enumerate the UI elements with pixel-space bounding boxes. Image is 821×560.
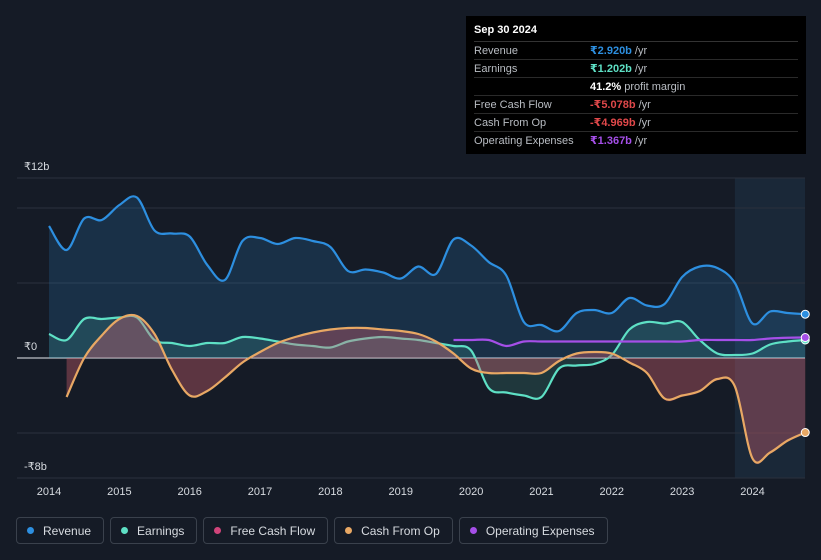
tooltip-unit: /yr — [634, 45, 648, 57]
legend-item-free-cash-flow[interactable]: Free Cash Flow — [203, 517, 329, 544]
x-tick-label: 2015 — [107, 486, 131, 498]
tooltip-row: Free Cash Flow -₹5.078b/yr — [474, 97, 798, 114]
legend-label: Revenue — [43, 523, 92, 538]
tooltip-label — [474, 79, 590, 95]
legend-item-revenue[interactable]: Revenue — [16, 517, 105, 544]
tooltip-label: Revenue — [474, 45, 519, 57]
x-tick-label: 2017 — [248, 486, 272, 498]
x-tick-label: 2016 — [177, 486, 201, 498]
x-tick-label: 2022 — [600, 486, 624, 498]
legend-label: Earnings — [137, 523, 185, 538]
x-tick-label: 2020 — [459, 486, 483, 498]
legend-item-cash-from-op[interactable]: Cash From Op — [334, 517, 453, 544]
tooltip-row: 41.2% profit margin — [474, 79, 798, 96]
cash-from-op-endpoint — [800, 428, 810, 438]
cash-from-op-line — [65, 313, 806, 464]
x-tick-label: 2018 — [318, 486, 342, 498]
tooltip-date: Sep 30 2024 — [474, 24, 798, 42]
x-tick-label: 2014 — [37, 486, 61, 498]
tooltip-unit: /yr — [634, 135, 648, 147]
y-tick-label: ₹12b — [24, 161, 50, 173]
x-tick-label: 2023 — [670, 486, 694, 498]
tooltip-panel: Sep 30 2024 Revenue ₹2.920b/yr Earnings ₹1.… — [466, 16, 806, 154]
x-tick-label: 2019 — [389, 486, 413, 498]
operating-expenses-line — [453, 336, 806, 348]
tooltip-label: Free Cash Flow — [474, 99, 552, 111]
legend-label: Cash From Op — [361, 523, 440, 538]
x-tick-label: 2024 — [740, 486, 764, 498]
legend-item-earnings[interactable]: Earnings — [110, 517, 198, 544]
legend-dot-icon — [27, 527, 34, 534]
operating-expenses-endpoint — [800, 332, 810, 342]
forecast-region — [734, 178, 805, 478]
legend-dot-icon — [345, 527, 353, 534]
earnings-area — [49, 315, 806, 399]
revenue-line — [48, 195, 806, 333]
tooltip-value: ₹1.202b — [590, 63, 632, 75]
legend: Revenue Earnings Free Cash Flow Cash From O… — [16, 517, 608, 544]
tooltip-label: Cash From Op — [474, 117, 547, 129]
tooltip-value: 41.2% — [590, 81, 622, 93]
tooltip-value: -₹4.969b — [590, 117, 636, 129]
tooltip-unit: /yr — [638, 117, 651, 129]
tooltip-label: Earnings — [474, 63, 518, 75]
tooltip-label: Operating Expenses — [474, 135, 574, 147]
tooltip-value: -₹5.078b — [590, 99, 636, 111]
revenue-endpoint — [800, 309, 810, 319]
tooltip-row: Earnings ₹1.202b/yr — [474, 61, 798, 78]
earnings-line — [48, 314, 806, 400]
tooltip-row: Operating Expenses ₹1.367b/yr — [474, 133, 798, 149]
tooltip-row: Revenue ₹2.920b/yr — [474, 43, 798, 60]
legend-label: Operating Expenses — [485, 523, 595, 538]
revenue-area — [49, 196, 806, 358]
tooltip-value: ₹2.920b — [590, 45, 632, 57]
tooltip-unit: /yr — [634, 63, 648, 75]
y-tick-label: ₹0 — [24, 341, 38, 353]
x-tick-label: 2021 — [529, 486, 553, 498]
legend-dot-icon — [214, 527, 222, 534]
legend-dot-icon — [121, 527, 129, 534]
legend-item-operating-expenses[interactable]: Operating Expenses — [458, 517, 608, 544]
y-tick-label: -₹8b — [24, 461, 47, 473]
legend-dot-icon — [469, 527, 477, 534]
tooltip-row: Cash From Op -₹4.969b/yr — [474, 115, 798, 132]
legend-label: Free Cash Flow — [230, 523, 316, 538]
tooltip-value: ₹1.367b — [590, 135, 632, 147]
tooltip-unit: /yr — [638, 99, 651, 111]
tooltip-unit: profit margin — [624, 81, 686, 93]
